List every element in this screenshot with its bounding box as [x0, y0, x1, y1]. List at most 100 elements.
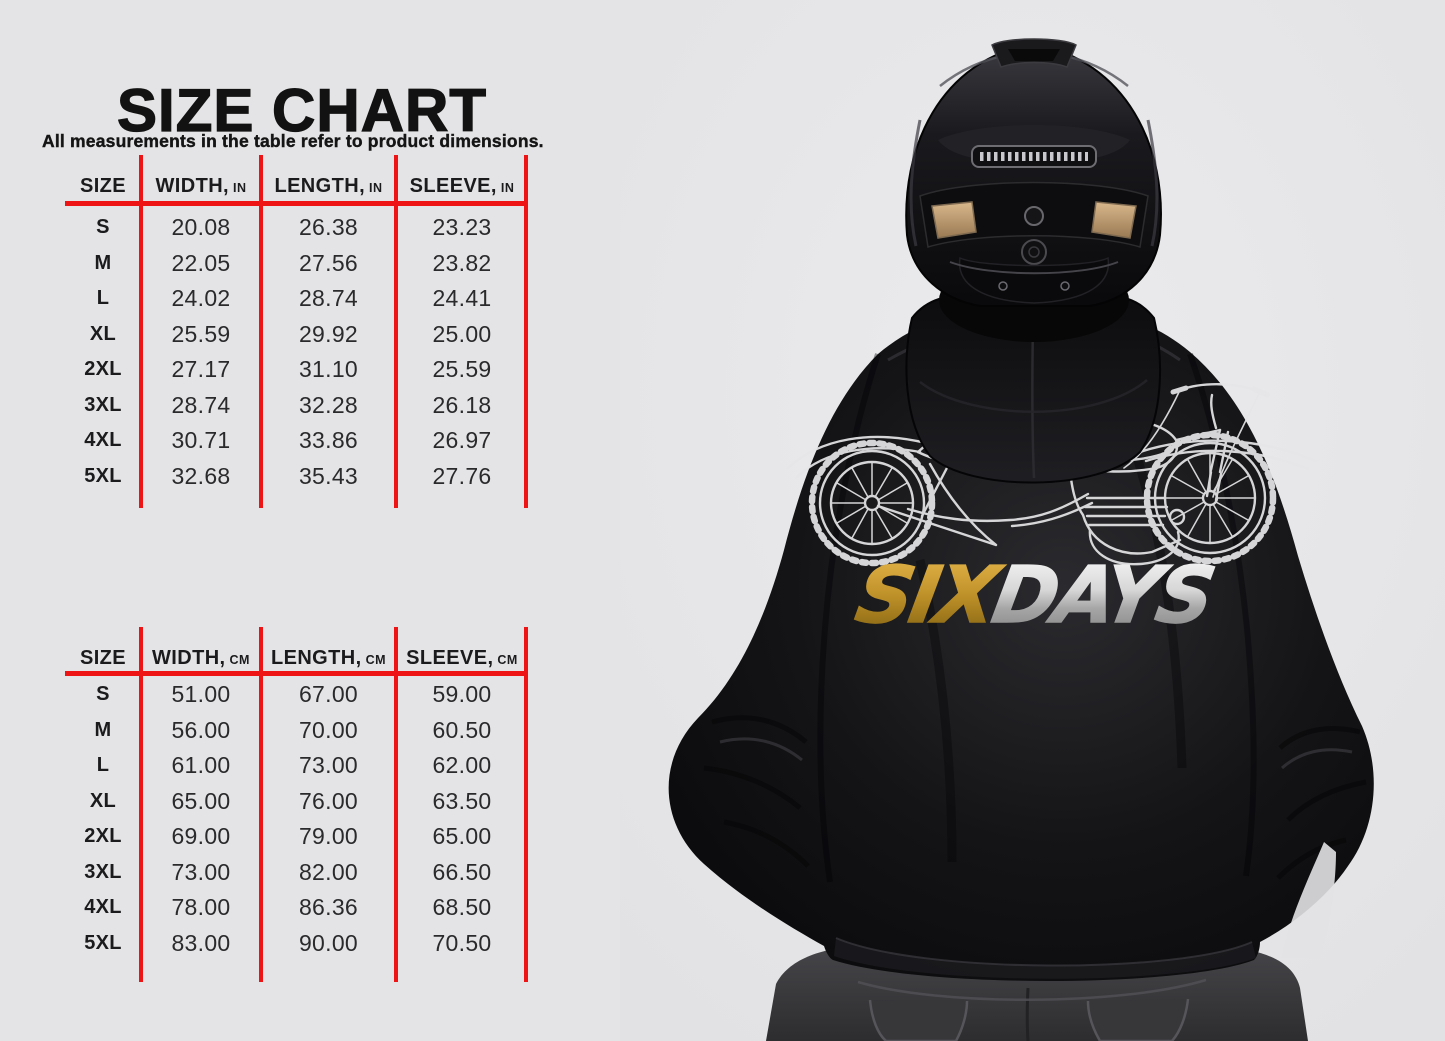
- cell-width: 83.00: [171, 929, 231, 956]
- cell-length: 76.00: [298, 787, 359, 814]
- cell-width: 61.00: [171, 752, 231, 779]
- cell-width: 30.71: [171, 427, 231, 454]
- table-row: M 22.05 27.56 23.82: [65, 246, 528, 282]
- sixdays-logo: SIXDAYS: [849, 549, 1220, 642]
- table-row: 5XL 32.68 35.43 27.76: [65, 459, 528, 495]
- column-header-sleeve: SLEEVE, CM: [406, 646, 518, 669]
- cell-size: S: [96, 216, 110, 239]
- table-body: S 51.00 67.00 59.00 M 56.00 70.00 60.50 …: [65, 677, 528, 961]
- helmet-reflective-strip: [971, 145, 1097, 168]
- cell-width: 25.59: [171, 320, 231, 347]
- table-row: S 20.08 26.38 23.23: [65, 210, 528, 246]
- cell-sleeve: 65.00: [432, 823, 492, 850]
- cell-length: 70.00: [298, 716, 359, 743]
- cell-width: 69.00: [171, 823, 231, 850]
- cell-length: 73.00: [298, 752, 359, 779]
- cell-length: 29.92: [298, 320, 359, 347]
- cell-sleeve: 23.23: [432, 214, 492, 241]
- table-grid-line: [65, 671, 528, 676]
- table-row: 2XL 27.17 31.10 25.59: [65, 352, 528, 388]
- table-grid-line: [259, 627, 263, 982]
- table-row: L 61.00 73.00 62.00: [65, 748, 528, 784]
- cell-sleeve: 60.50: [432, 716, 492, 743]
- cell-length: 86.36: [298, 894, 359, 921]
- cell-length: 26.38: [298, 214, 359, 241]
- cell-size: S: [96, 683, 110, 706]
- table-row: L 24.02 28.74 24.41: [65, 281, 528, 317]
- cell-length: 31.10: [298, 356, 359, 383]
- table-grid-line: [394, 627, 398, 982]
- table-row: 5XL 83.00 90.00 70.50: [65, 926, 528, 962]
- product-photo: SIXDAYS: [620, 0, 1445, 1041]
- cell-length: 33.86: [298, 427, 359, 454]
- table-row: 3XL 28.74 32.28 26.18: [65, 388, 528, 424]
- column-header-size: SIZE: [79, 174, 127, 197]
- cell-size: 5XL: [84, 931, 122, 954]
- helmet-copper-patch-right: [1091, 201, 1137, 239]
- cell-length: 28.74: [298, 285, 359, 312]
- cell-width: 51.00: [171, 681, 231, 708]
- page-title: SIZE CHART: [116, 77, 487, 145]
- table-row: M 56.00 70.00 60.50: [65, 713, 528, 749]
- cell-sleeve: 66.50: [432, 858, 492, 885]
- cell-sleeve: 25.00: [432, 320, 492, 347]
- column-header-length: LENGTH, IN: [274, 174, 383, 197]
- helmet-copper-patch-left: [931, 201, 977, 239]
- helmet-illustration: [905, 38, 1162, 342]
- cell-size: L: [96, 754, 110, 777]
- size-table-inches: SIZE WIDTH, IN LENGTH, IN SLEEVE, IN S 20.0…: [65, 155, 528, 508]
- cell-size: M: [94, 251, 112, 274]
- cell-length: 32.28: [298, 391, 359, 418]
- cell-size: 3XL: [84, 393, 122, 416]
- table-grid-line: [139, 627, 143, 982]
- cell-sleeve: 24.41: [432, 285, 492, 312]
- table-grid-line: [524, 627, 528, 982]
- cell-size: 5XL: [84, 464, 122, 487]
- table-row: XL 25.59 29.92 25.00: [65, 317, 528, 353]
- cell-sleeve: 63.50: [432, 787, 492, 814]
- column-header-width: WIDTH, CM: [152, 646, 250, 669]
- cell-sleeve: 26.97: [432, 427, 492, 454]
- cell-length: 27.56: [298, 249, 359, 276]
- cell-width: 24.02: [171, 285, 231, 312]
- cell-size: 2XL: [84, 358, 122, 381]
- cell-sleeve: 25.59: [432, 356, 492, 383]
- cell-width: 78.00: [171, 894, 231, 921]
- cell-sleeve: 59.00: [432, 681, 492, 708]
- table-header-row: SIZE WIDTH, CM LENGTH, CM SLEEVE, CM: [65, 627, 528, 681]
- table-grid-line: [394, 155, 398, 508]
- cell-sleeve: 23.82: [432, 249, 492, 276]
- cell-width: 28.74: [171, 391, 231, 418]
- column-header-width: WIDTH, IN: [155, 174, 247, 197]
- logo-text-days: DAYS: [986, 550, 1219, 641]
- table-grid-line: [259, 155, 263, 508]
- cell-length: 35.43: [298, 462, 359, 489]
- cell-sleeve: 62.00: [432, 752, 492, 779]
- cell-size: L: [96, 287, 110, 310]
- cell-size: M: [94, 718, 112, 741]
- table-grid-line: [139, 155, 143, 508]
- cell-width: 56.00: [171, 716, 231, 743]
- table-row: XL 65.00 76.00 63.50: [65, 784, 528, 820]
- cell-width: 32.68: [171, 462, 231, 489]
- cell-length: 90.00: [298, 929, 359, 956]
- table-header-row: SIZE WIDTH, IN LENGTH, IN SLEEVE, IN: [65, 155, 528, 209]
- page-subtitle: All measurements in the table refer to p…: [42, 130, 544, 151]
- cell-length: 67.00: [298, 681, 359, 708]
- cell-size: XL: [89, 322, 117, 345]
- cell-length: 79.00: [298, 823, 359, 850]
- table-row: 2XL 69.00 79.00 65.00: [65, 819, 528, 855]
- cell-size: 4XL: [84, 429, 122, 452]
- cell-sleeve: 27.76: [432, 462, 492, 489]
- helmet-emblem: [1021, 239, 1047, 265]
- table-row: S 51.00 67.00 59.00: [65, 677, 528, 713]
- column-header-size: SIZE: [79, 646, 127, 669]
- table-row: 4XL 30.71 33.86 26.97: [65, 423, 528, 459]
- svg-text:SIXDAYS: SIXDAYS: [850, 550, 1219, 641]
- logo-text-six: SIX: [850, 550, 1009, 641]
- cell-width: 20.08: [171, 214, 231, 241]
- column-header-length: LENGTH, CM: [270, 646, 387, 669]
- cell-size: 3XL: [84, 860, 122, 883]
- cell-width: 22.05: [171, 249, 231, 276]
